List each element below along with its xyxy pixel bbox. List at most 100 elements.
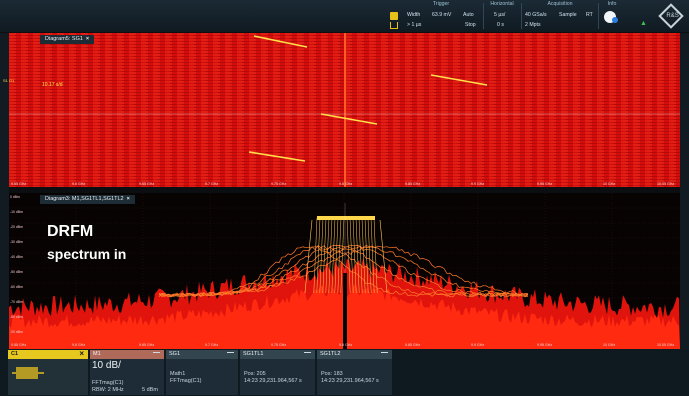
- waveform-thumbnail-burst: [16, 367, 38, 379]
- drfm-band-line: [373, 217, 378, 294]
- y-tick-label: -70 dBm: [10, 300, 23, 304]
- y-tick-label: -20 dBm: [10, 225, 23, 229]
- record-length: 2 Mpts: [525, 22, 541, 28]
- close-icon[interactable]: ×: [79, 349, 84, 358]
- drfm-band-line: [355, 217, 360, 294]
- info-panel[interactable]: Info: [599, 0, 625, 32]
- drfm-band-line: [337, 217, 342, 294]
- horizontal-position: 0 s: [497, 22, 504, 28]
- annotation-overlay: DRFM spectrum in: [47, 221, 126, 265]
- trigger-pulse-icon: [390, 22, 398, 29]
- x-tick-label: 9.65 GHz: [139, 343, 155, 347]
- spectrum-plot: [9, 193, 680, 349]
- trigger-edge-icon[interactable]: [390, 12, 398, 20]
- annotation-line-1: DRFM: [47, 223, 94, 240]
- acquisition-title: Acquisition: [547, 1, 573, 7]
- drfm-band-line: [358, 217, 363, 294]
- trigger-condition: > 1 µs: [407, 22, 422, 28]
- x-tick-label: 9.65 GHz: [139, 182, 155, 186]
- drfm-band-edge: [304, 219, 313, 294]
- drfm-band-line: [328, 217, 333, 294]
- left-ruler: [0, 33, 9, 349]
- network-icon[interactable]: ▲: [640, 20, 647, 27]
- trigger-state: Stop: [465, 22, 476, 28]
- minimize-icon[interactable]: [381, 352, 388, 353]
- sg1-label: SG1: [169, 351, 181, 357]
- sg1tl2-position: Pos: 183: [321, 371, 343, 377]
- y-tick-label: -30 dBm: [10, 240, 23, 244]
- m1-function: FFTmag(C1): [92, 380, 124, 386]
- sg1tl2-card[interactable]: SG1TL2 Pos: 183 14:23 29,231.964,567 s: [317, 350, 392, 395]
- divider: [483, 3, 484, 29]
- brand-logo: R&S: [658, 3, 684, 29]
- x-tick-label: 9.6 GHz: [72, 343, 86, 347]
- close-icon[interactable]: ×: [85, 36, 90, 42]
- minimize-icon[interactable]: [227, 352, 234, 353]
- horizontal-scale: 5 µs/: [494, 12, 506, 18]
- close-icon[interactable]: ×: [126, 196, 130, 202]
- x-tick-label: 9.55 GHz: [11, 343, 27, 347]
- chirp-trace-1: [253, 35, 308, 48]
- y-tick-label: -40 dBm: [10, 255, 23, 259]
- drfm-band-line: [352, 217, 357, 294]
- acquisition-mode: Sample: [559, 12, 577, 18]
- y-tick-label: -50 dBm: [10, 270, 23, 274]
- drfm-band-line: [313, 217, 318, 294]
- spectrogram-plot: [9, 33, 680, 187]
- trace-marker-label: S1 G1: [3, 78, 15, 83]
- x-tick-label: 9.85 GHz: [405, 343, 421, 347]
- m1-scale: 10 dB/: [92, 360, 121, 371]
- spectrogram-diagram[interactable]: Diagram5: SG1 × 9.55 GHz 9.6 GHz 9.65 GHz…: [9, 33, 680, 187]
- sg1tl2-timestamp: 14:23 29,231.964,567 s: [321, 378, 379, 384]
- m1-reference: 5 dBm: [142, 387, 158, 393]
- math-m1-card[interactable]: M1 10 dB/ FFTmag(C1) RBW: 2 MHz 5 dBm: [90, 350, 164, 395]
- spectrum-diagram[interactable]: Diagram3: M1,SG1TL1,SG1TL2 × 0 dBm -10 dB…: [9, 193, 680, 349]
- chirp-trace-2: [430, 74, 488, 86]
- x-tick-label: 9.95 GHz: [537, 182, 553, 186]
- minimize-icon[interactable]: [153, 352, 160, 353]
- drfm-band-line: [364, 217, 369, 294]
- drfm-band-line: [325, 217, 330, 294]
- sg1-card[interactable]: SG1 Math1 FFTmag(C1): [166, 350, 238, 395]
- spectrum-trace: [158, 245, 529, 298]
- drfm-band-top: [317, 216, 375, 220]
- cursor-readout: 10.17 s/d: [42, 82, 63, 88]
- x-tick-label: 9.95 GHz: [537, 343, 553, 347]
- sg1-function: FFTmag(C1): [170, 378, 202, 384]
- sample-rate: 40 GSa/s: [525, 12, 547, 18]
- divider: [598, 3, 599, 29]
- x-tick-label: 10 GHz: [603, 182, 616, 186]
- drfm-band-line: [346, 217, 351, 294]
- sg1tl1-label: SG1TL1: [243, 351, 264, 357]
- signal-bar: C1 × M1 10 dB/ FFTmag(C1) RBW: 2 MHz 5 d…: [0, 349, 689, 396]
- channel-c1-card[interactable]: C1 ×: [8, 349, 88, 395]
- acquisition-panel[interactable]: Acquisition 40 GSa/s Sample RT 2 Mpts: [522, 0, 598, 32]
- top-toolbar: Trigger Width 63.9 mV Auto > 1 µs Stop H…: [0, 0, 689, 32]
- x-tick-label: 9.6 GHz: [72, 182, 86, 186]
- diagram-tab-sg1[interactable]: Diagram5: SG1 ×: [40, 35, 95, 44]
- drfm-band-line: [370, 217, 375, 294]
- diagram-tab-label: Diagram5: SG1: [45, 36, 83, 42]
- chirp-trace-4: [248, 151, 306, 162]
- x-axis-top: 9.55 GHz 9.6 GHz 9.65 GHz 9.7 GHz 9.75 G…: [9, 182, 680, 187]
- trigger-panel[interactable]: Trigger Width 63.9 mV Auto > 1 µs Stop: [400, 0, 482, 32]
- drfm-band-line: [322, 217, 327, 294]
- x-tick-label: 9.8 GHz: [339, 182, 353, 186]
- y-tick-label: -80 dBm: [10, 315, 23, 319]
- x-tick-label: 9.8 GHz: [339, 343, 353, 347]
- x-tick-label: 9.55 GHz: [11, 182, 27, 186]
- x-tick-label: 10.05 GHz: [657, 182, 675, 186]
- diagram-tab-m1[interactable]: Diagram3: M1,SG1TL1,SG1TL2 ×: [40, 195, 135, 204]
- chirp-trace-3: [320, 113, 378, 125]
- drfm-band-line: [340, 217, 345, 294]
- drfm-band-line: [367, 217, 372, 294]
- horizontal-panel[interactable]: Horizontal 5 µs/ 0 s: [484, 0, 520, 32]
- trigger-width-value: 63.9 mV: [432, 12, 452, 18]
- sg1tl1-card[interactable]: SG1TL1 Pos: 205 14:23 29,231.964,567 s: [240, 350, 315, 395]
- x-tick-label: 9.9 GHz: [471, 343, 485, 347]
- y-tick-label: -10 dBm: [10, 210, 23, 214]
- minimize-icon[interactable]: [304, 352, 311, 353]
- divider: [521, 3, 522, 29]
- trigger-width-label: Width: [407, 12, 421, 18]
